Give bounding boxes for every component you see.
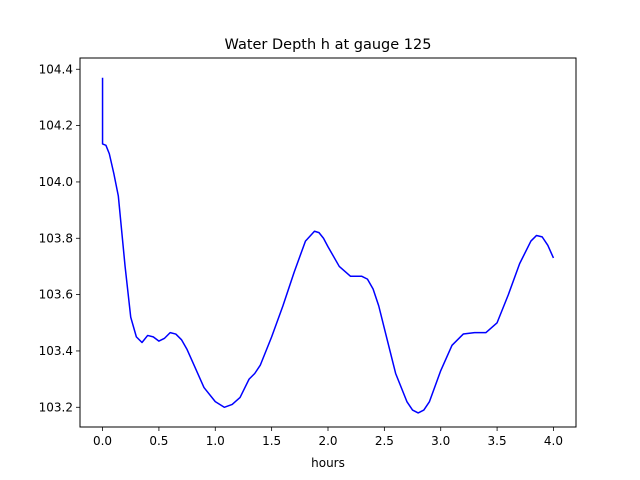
y-tick-label: 103.4	[39, 344, 73, 358]
y-tick-label: 103.8	[39, 231, 73, 245]
x-axis: 0.0 0.5 1.0 1.5 2.0 2.5 3.0 3.5 4.0	[93, 427, 563, 448]
x-tick-label: 2.0	[318, 434, 337, 448]
x-tick-label: 2.5	[375, 434, 394, 448]
y-tick-label: 103.6	[39, 288, 73, 302]
y-tick-label: 103.2	[39, 400, 73, 414]
x-axis-label: hours	[311, 456, 345, 470]
series-line-0	[101, 77, 555, 414]
y-axis: 103.2 103.4 103.6 103.8 104.0 104.2 104.4	[39, 62, 80, 414]
y-tick-label: 104.2	[39, 119, 73, 133]
x-tick-label: 1.0	[206, 434, 225, 448]
x-tick-label: 0.5	[149, 434, 168, 448]
chart-title: Water Depth h at gauge 125	[225, 37, 432, 53]
x-tick-label: 4.0	[544, 434, 563, 448]
x-tick-label: 0.0	[93, 434, 112, 448]
plot-area	[101, 77, 555, 414]
x-tick-label: 1.5	[262, 434, 281, 448]
y-tick-label: 104.4	[39, 62, 73, 76]
y-tick-label: 104.0	[39, 175, 73, 189]
x-tick-label: 3.0	[431, 434, 450, 448]
x-tick-label: 3.5	[488, 434, 507, 448]
